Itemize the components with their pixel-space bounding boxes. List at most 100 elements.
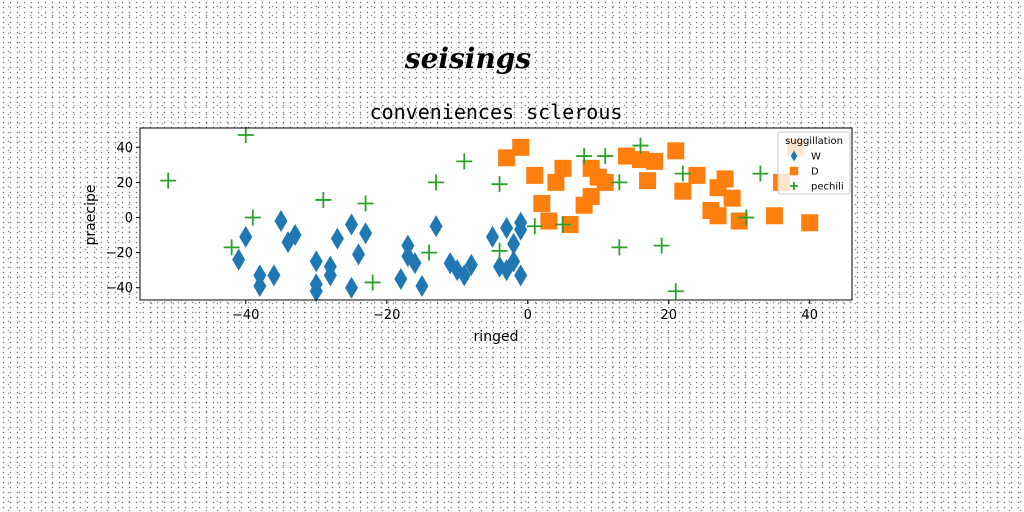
data-point-D <box>765 207 783 225</box>
data-point-W <box>514 211 528 234</box>
chart-title: conveniences sclerous <box>370 100 623 124</box>
data-point-D <box>632 151 650 169</box>
data-point-pechili <box>667 283 684 300</box>
data-point-D <box>533 194 551 212</box>
series-W <box>232 210 528 303</box>
data-point-W <box>309 250 323 273</box>
data-point-W <box>323 264 337 287</box>
axes-frame <box>139 127 853 301</box>
y-tick-label: −20 <box>106 246 133 261</box>
data-point-pechili <box>526 218 543 235</box>
data-point-pechili <box>160 172 177 189</box>
data-point-pechili <box>611 239 628 256</box>
data-point-W <box>239 225 253 248</box>
data-point-D <box>716 170 734 188</box>
data-point-pechili <box>421 244 438 261</box>
data-point-W <box>500 217 514 240</box>
data-point-pechili <box>223 239 240 256</box>
data-point-D <box>582 187 600 205</box>
data-point-W <box>274 210 288 233</box>
data-point-pechili <box>357 195 374 212</box>
data-point-pechili <box>738 209 755 226</box>
data-point-pechili <box>597 148 614 165</box>
data-point-pechili <box>237 127 254 144</box>
data-point-D <box>617 147 635 165</box>
data-point-D <box>639 172 657 190</box>
data-point-W <box>429 215 443 238</box>
legend-label-W: W <box>811 152 821 163</box>
data-point-W <box>485 225 499 248</box>
data-point-D <box>801 214 819 232</box>
x-tick-label: 40 <box>801 308 818 323</box>
y-tick-label: 0 <box>125 211 133 226</box>
data-point-pechili <box>315 191 332 208</box>
data-point-D <box>498 149 516 167</box>
figure-suptitle: seisings <box>404 42 532 75</box>
axes: −40 −20 0 20 40 −40 −20 0 20 40 <box>106 127 853 323</box>
data-point-W <box>267 264 281 287</box>
data-point-pechili <box>491 242 508 259</box>
data-point-W <box>408 252 422 275</box>
y-tick-label: 40 <box>116 141 133 156</box>
data-point-W <box>330 227 344 250</box>
data-point-D <box>646 152 664 170</box>
legend-box <box>777 131 851 195</box>
data-point-pechili <box>653 237 670 254</box>
data-point-pechili <box>576 148 593 165</box>
data-point-pechili <box>491 176 508 193</box>
plot-area <box>140 127 852 303</box>
series-pechili <box>160 127 769 300</box>
data-point-W <box>309 280 323 303</box>
data-point-D <box>512 138 530 156</box>
data-point-D <box>688 166 706 184</box>
data-point-W <box>344 276 358 299</box>
data-point-D <box>667 142 685 160</box>
data-point-D <box>723 189 741 207</box>
x-tick-label: 20 <box>660 308 677 323</box>
data-point-D <box>596 173 614 191</box>
legend-marker-W <box>790 150 798 162</box>
legend-title: suggillation <box>785 136 843 147</box>
data-point-D <box>730 212 748 230</box>
data-point-pechili <box>428 174 445 191</box>
y-tick-label: 20 <box>116 176 133 191</box>
x-axis-label: ringed <box>474 329 519 345</box>
data-point-D <box>674 182 692 200</box>
data-point-D <box>540 212 558 230</box>
data-point-W <box>288 224 302 247</box>
data-point-W <box>232 248 246 271</box>
data-point-W <box>507 232 521 255</box>
legend-label-D: D <box>811 167 819 178</box>
data-point-W <box>344 213 358 236</box>
data-point-W <box>415 274 429 297</box>
y-tick-label: −40 <box>106 281 133 296</box>
x-tick-label: −40 <box>232 308 259 323</box>
data-point-W <box>500 259 514 282</box>
data-point-pechili <box>674 165 691 182</box>
data-point-W <box>507 250 521 273</box>
y-axis-label: praecipe <box>83 185 99 246</box>
data-point-W <box>464 253 478 276</box>
data-point-pechili <box>611 174 628 191</box>
data-point-pechili <box>244 209 261 226</box>
data-point-D <box>709 207 727 225</box>
data-point-pechili <box>456 153 473 170</box>
x-tick-label: 0 <box>524 308 532 323</box>
data-point-W <box>352 243 366 266</box>
data-point-W <box>253 274 267 297</box>
data-point-W <box>394 267 408 290</box>
data-point-D <box>547 173 565 191</box>
data-point-W <box>359 222 373 245</box>
legend-marker-D <box>789 166 799 176</box>
x-tick-label: −20 <box>373 308 400 323</box>
data-point-pechili <box>364 274 381 291</box>
data-point-pechili <box>752 165 769 182</box>
legend-label-pechili: pechili <box>811 182 844 193</box>
data-point-W <box>457 264 471 287</box>
data-point-D <box>554 159 572 177</box>
data-point-pechili <box>554 216 571 233</box>
data-point-W <box>514 264 528 287</box>
data-point-pechili <box>632 137 649 154</box>
